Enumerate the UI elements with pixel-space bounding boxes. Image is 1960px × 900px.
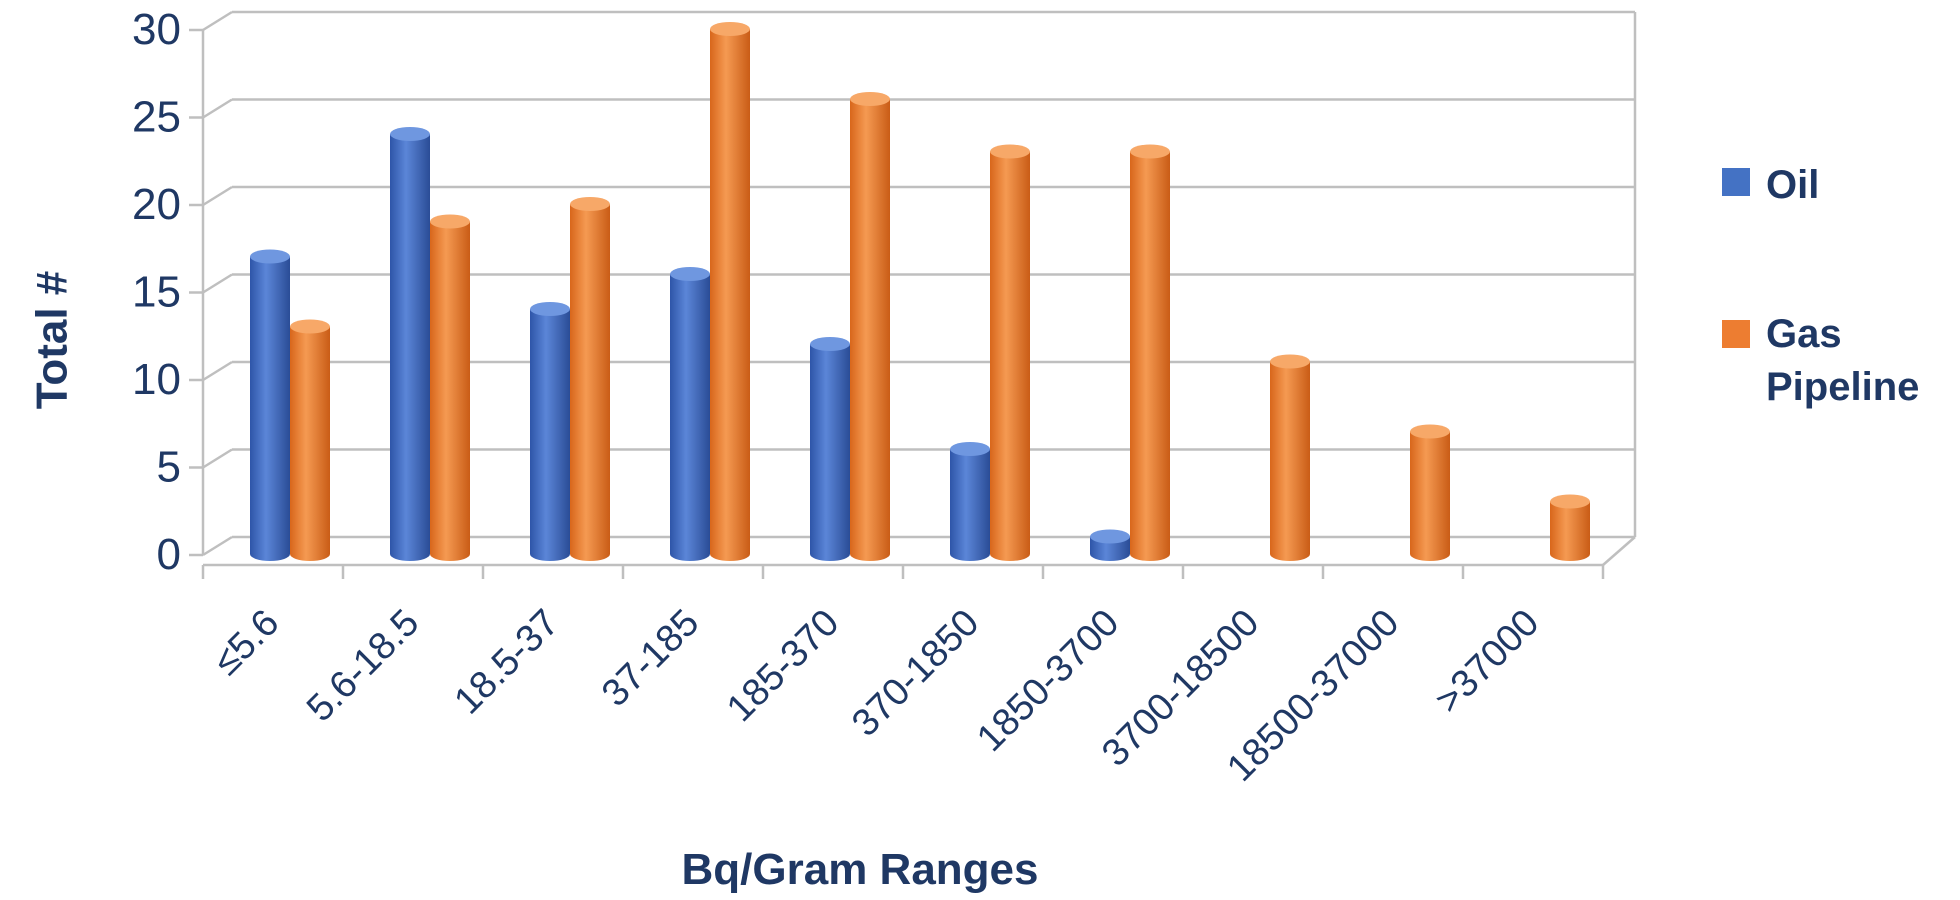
gridline-side [202,360,233,382]
legend-swatch-oil [1722,168,1750,196]
x-axis-title: Bq/Gram Ranges [682,845,1039,894]
legend-label-gas-line1: Gas [1766,312,1842,356]
gridline-side [202,535,233,557]
bar-oil [390,127,430,561]
axis-layer [189,12,1637,579]
y-tick-label: 10 [132,355,181,404]
y-axis-title: Total # [28,271,77,410]
y-tick-label: 0 [157,530,181,579]
gridline-side [202,185,233,207]
y-tick-label: 15 [132,268,181,317]
bar-oil [1090,529,1130,561]
bar-oil [530,302,570,561]
bars-layer [250,22,1590,561]
x-tick-label: >37000 [1427,602,1547,722]
gridline-side [202,448,233,469]
y-tick-label: 25 [132,93,181,142]
legend: Oil Gas Pipeline [1722,163,1919,409]
bar-gas-pipeline [990,144,1030,561]
gridline-side [202,98,233,119]
x-tick-label: 5.6-18.5 [299,602,427,730]
x-tick-label: ≤5.6 [206,602,288,684]
bar-gas-pipeline [570,197,610,561]
bar-gas-pipeline [850,92,890,561]
legend-label-oil: Oil [1766,163,1819,207]
bar-oil [950,442,990,561]
bar-oil [670,267,710,561]
x-tick-label: 185-370 [719,602,847,730]
x-tick-label: 370-1850 [844,602,987,745]
bar-gas-pipeline [710,22,750,561]
bar-gas-pipeline [430,214,470,561]
y-tick-label: 30 [132,5,181,54]
y-tick-label: 20 [132,180,181,229]
bar-gas-pipeline [1270,354,1310,561]
gridline-side [202,273,233,294]
gridline-side [202,10,233,32]
bar-gas-pipeline [1410,424,1450,561]
legend-label-gas-line2: Pipeline [1766,365,1919,409]
bar-oil [250,249,290,561]
y-tick-label: 5 [157,443,181,492]
bar-oil [810,337,850,561]
bar-gas-pipeline [290,319,330,561]
floor-edge [1602,536,1636,566]
x-tick-label: 18.5-37 [447,602,568,723]
bar-gas-pipeline [1130,144,1170,561]
x-tick-label: 37-185 [594,602,707,715]
bar-gas-pipeline [1550,494,1590,561]
legend-swatch-gas-pipeline [1722,320,1750,348]
